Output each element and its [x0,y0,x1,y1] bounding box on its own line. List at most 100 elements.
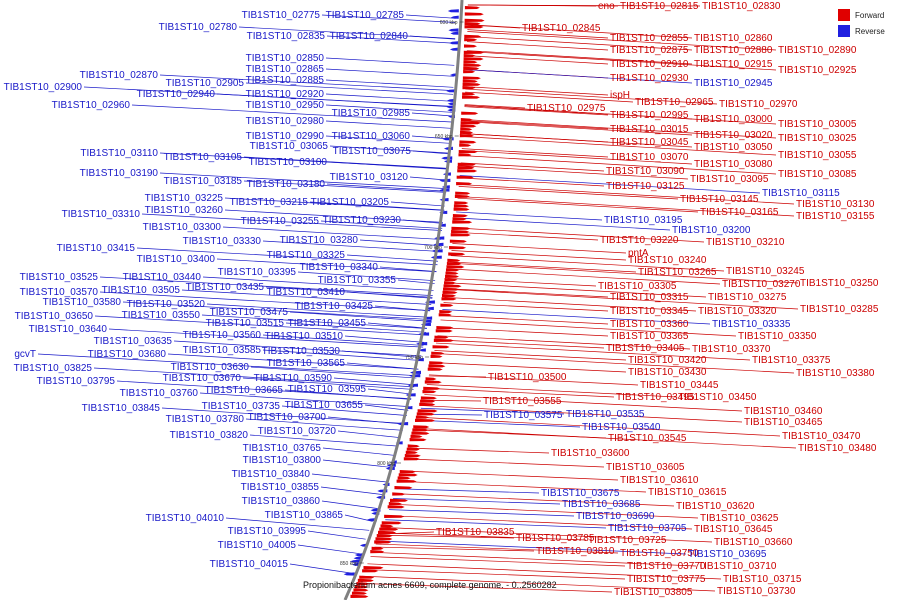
gene-label: TIB1ST10_03590 [254,373,333,384]
forward-gene [444,278,458,282]
forward-gene [460,118,473,122]
gene-label: TIB1ST10_03695 [688,549,767,560]
forward-gene [387,505,405,509]
forward-gene [380,524,394,528]
leader-line [429,374,639,386]
leader-line [457,196,795,217]
gene-label: TIB1ST10_03155 [796,211,875,222]
gene-label: TIB1ST10_03710 [698,561,777,572]
gene-label: pntA [628,248,649,259]
gene-label: TIB1ST10_03260 [145,205,224,216]
gene-label: TIB1ST10_02980 [246,116,325,127]
gene-label: TIB1ST10_03435 [186,282,265,293]
gene-label: TIB1ST10_03690 [576,511,655,522]
leader-line [337,430,401,439]
gene-label: TIB1ST10_03310 [62,209,141,220]
leader-lines [37,4,799,593]
reverse-gene [418,348,426,352]
leader-line [341,350,421,358]
leader-line [422,399,482,402]
gene-label: TIB1ST10_02920 [246,89,325,100]
legend-label-reverse: Reverse [855,27,885,36]
forward-gene [392,492,406,496]
gene-label: TIB1ST10_02885 [246,75,325,86]
gene-label: TIB1ST10_02815 [620,1,699,12]
gene-label: TIB1ST10_03510 [265,331,344,342]
leader-line [406,458,605,468]
leader-line [307,530,366,540]
gene-label: TIB1ST10_03220 [600,235,679,246]
reverse-gene [450,15,459,19]
forward-gene [412,428,429,432]
gene-label: TIB1ST10_03105 [164,152,243,163]
gene-label: TIB1ST10_02860 [694,33,773,44]
gene-label: TIB1ST10_03180 [247,179,326,190]
leader-line [325,57,455,66]
gene-label: TIB1ST10_03460 [744,406,823,417]
leader-line [467,41,609,51]
forward-gene [424,380,442,384]
gene-label: TIB1ST10_03165 [700,207,779,218]
leader-line [122,301,429,320]
forward-gene [459,134,474,138]
leader-line [461,155,777,175]
leader-line [370,556,626,567]
gene-label: gcvT [14,349,36,360]
gene-label: TIB1ST10_03430 [628,367,707,378]
forward-gene [456,182,473,186]
forward-gene [460,121,481,125]
gene-label: TIB1ST10_03100 [249,157,328,168]
forward-gene [440,303,454,307]
forward-gene [464,38,478,42]
leader-line [449,262,799,284]
genome-backbone [343,0,464,600]
leader-line [320,486,383,495]
gene-label: TIB1ST10_03500 [488,372,567,383]
gene-label: TIB1ST10_03685 [562,499,641,510]
gene-label: TIB1ST10_03530 [262,346,341,357]
forward-gene [378,530,397,534]
leader-line [361,575,716,592]
leader-line [467,24,693,39]
forward-gene [463,50,484,54]
gene-label: TIB1ST10_03055 [778,150,857,161]
gene-label: TIB1ST10_03195 [604,215,683,226]
forward-gene [356,582,370,586]
gene-label: TIB1ST10_03585 [183,345,262,356]
gene-label: TIB1ST10_02900 [4,82,83,93]
gene-label: TIB1ST10_03725 [588,535,667,546]
leader-line [284,389,412,400]
forward-gene [456,175,474,179]
leader-line [398,480,647,493]
leader-line [461,150,693,165]
legend-swatch-forward [838,9,850,21]
leader-line [325,120,452,129]
leader-line [402,470,619,481]
gene-label: TIB1ST10_03145 [680,194,759,205]
gene-label: TIB1ST10_03700 [248,412,327,423]
leader-line [455,217,671,231]
forward-gene [463,60,478,64]
leader-line [446,282,707,298]
forward-gene [374,540,392,544]
legend: Forward Reverse [838,9,885,37]
leader-line [243,180,447,193]
leader-line [289,311,429,322]
gene-label: TIB1ST10_03445 [640,380,719,391]
leader-line [281,405,407,416]
forward-gene [353,588,369,592]
gene-label: TIB1ST10_03670 [163,373,242,384]
leader-line [326,183,447,192]
forward-gene [450,233,471,237]
leader-line [466,51,777,71]
gene-label: TIB1ST10_03255 [241,216,320,227]
gene-label: TIB1ST10_03735 [202,401,281,412]
leader-line [453,231,599,241]
leader-line [245,82,454,95]
forward-gene [453,207,470,211]
forward-gene [442,290,458,294]
gene-label: TIB1ST10_03825 [14,363,93,374]
forward-gene [455,191,471,195]
forward-gene [444,281,457,285]
leader-line [326,35,456,44]
